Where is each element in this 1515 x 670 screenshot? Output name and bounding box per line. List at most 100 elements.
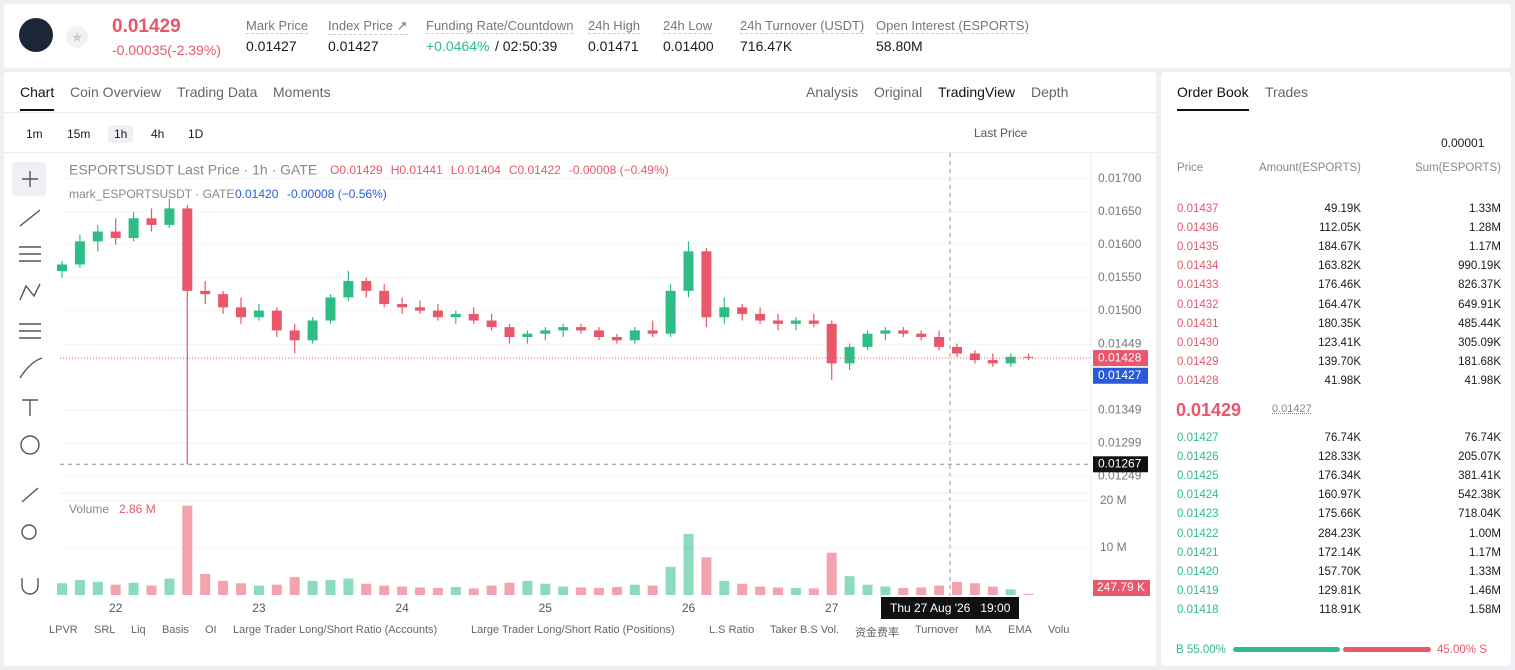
ob-cell: 176.46K [1318, 279, 1361, 292]
ob-cell: 284.23K [1318, 527, 1361, 540]
ob-cell: 1.46M [1469, 584, 1501, 597]
interval[interactable]: 15m [67, 127, 91, 141]
ob-cell: 0.01431 [1177, 317, 1219, 330]
sell-ratio-label: 45.00% S [1437, 644, 1487, 656]
ob-cell: 0.01421 [1177, 546, 1219, 559]
ob-cell: 0.01430 [1177, 336, 1219, 349]
ob-cell: 181.68K [1458, 355, 1501, 368]
stat-value: 0.01471 [588, 38, 639, 54]
indicator[interactable]: L.S Ratio [709, 624, 755, 636]
ob-header: Sum(ESPORTS) [1414, 162, 1501, 174]
chart-tab[interactable]: Trading Data [177, 84, 258, 100]
ob-cell: 139.70K [1318, 355, 1361, 368]
stat-value: 0.01427 [246, 38, 297, 54]
ob-cell: 176.34K [1318, 470, 1361, 483]
ob-cell: 649.91K [1458, 298, 1501, 311]
stat-label: 24h Turnover (USDT) [740, 18, 865, 34]
stat-label: Index Price ↗ [328, 18, 408, 35]
stat-value: 0.01427 [328, 38, 379, 54]
price-type[interactable]: Last Price [974, 126, 1028, 140]
stat-label: 24h Low [663, 18, 713, 34]
ob-cell: 41.98K [1324, 374, 1361, 387]
ob-cell: 41.98K [1464, 374, 1501, 387]
ob-cell: 0.01419 [1177, 584, 1219, 597]
ob-cell: 76.74K [1324, 432, 1361, 444]
favorite[interactable]: ★ [66, 26, 88, 48]
ob-cell: 0.01434 [1177, 260, 1219, 273]
divider [4, 112, 1156, 113]
indicator[interactable]: Basis [162, 624, 189, 636]
buy-ratio-label: B 55.00% [1176, 644, 1226, 656]
indicator[interactable]: Liq [131, 624, 146, 636]
ob-cell: 0.01424 [1177, 489, 1219, 502]
indicator[interactable]: Turnover [915, 624, 959, 636]
interval[interactable]: 1D [188, 127, 204, 141]
ob-cell: 826.37K [1458, 279, 1501, 292]
ob-cell: 123.41K [1318, 336, 1361, 349]
precision[interactable]: 0.00001 [1441, 136, 1485, 150]
ob-header: Amount(ESPORTS) [1258, 162, 1361, 174]
crosshair-tool[interactable] [12, 162, 46, 196]
ob-tab[interactable]: Order Book [1177, 84, 1249, 111]
ob-cell: 160.97K [1318, 489, 1361, 502]
mid-mark: 0.01427 [1272, 403, 1312, 415]
view-tab[interactable]: TradingView [938, 84, 1016, 100]
stat-label: Mark Price [246, 18, 309, 34]
stat-value: +0.0464% [426, 38, 490, 54]
ob-cell: 157.70K [1318, 565, 1361, 578]
ob-cell: 118.91K [1319, 603, 1361, 616]
ob-cell: 0.01433 [1177, 279, 1219, 292]
ob-cell: 0.01429 [1177, 355, 1219, 368]
ob-cell: 0.01418 [1177, 603, 1219, 616]
coin-logo [19, 18, 53, 52]
ob-header: Price [1177, 162, 1204, 174]
interval[interactable]: 1m [26, 127, 43, 141]
chart-tab[interactable]: Coin Overview [70, 84, 162, 100]
ob-cell: 718.04K [1458, 508, 1501, 521]
chart-tab[interactable]: Moments [273, 84, 331, 100]
ob-cell: 175.66K [1318, 508, 1361, 521]
price-change: -0.00035(-2.39%) [112, 42, 221, 58]
indicator[interactable]: 资金费率 [855, 627, 899, 639]
ob-tab[interactable]: Trades [1265, 84, 1309, 100]
chart-panel: Chart Coin Overview Trading Data Moments An… [4, 72, 1156, 666]
indicator[interactable]: EMA [1008, 624, 1032, 636]
indicator[interactable]: Volu [1048, 624, 1070, 636]
view-tab[interactable]: Analysis [806, 84, 859, 100]
indicator[interactable]: LPVR [49, 624, 78, 636]
ob-cell: 1.28M [1469, 222, 1501, 235]
indicator[interactable]: MA [975, 624, 992, 636]
indicator[interactable]: OI [205, 624, 217, 636]
ob-cell: 1.00M [1469, 527, 1501, 540]
indicator[interactable]: Taker B.S Vol. [770, 624, 840, 636]
ob-cell: 0.01435 [1177, 241, 1219, 254]
ob-cell: 163.82K [1318, 260, 1361, 273]
ob-cell: 1.33M [1469, 203, 1501, 215]
ob-cell: 128.33K [1318, 451, 1361, 464]
ob-cell: 1.17M [1469, 241, 1501, 254]
view-tab[interactable]: Depth [1031, 84, 1069, 100]
indicator[interactable]: SRL [94, 624, 116, 636]
mid-price: 0.01429 [1176, 400, 1242, 420]
chart-tab[interactable]: Chart [20, 84, 55, 111]
stat-label: Funding Rate/Countdown [426, 18, 574, 34]
interval[interactable]: 4h [151, 127, 165, 141]
ob-cell: 542.38K [1458, 489, 1501, 502]
ob-cell: 1.17M [1469, 546, 1501, 559]
indicator[interactable]: Large Trader Long/Short Ratio (Accounts) [233, 624, 438, 636]
stat-value: 0.01400 [663, 38, 714, 54]
ob-cell: 305.09K [1458, 336, 1501, 349]
price: 0.01429 [112, 16, 181, 37]
ob-cell: 129.81K [1318, 584, 1361, 597]
stat-label: Open Interest (ESPORTS) [876, 18, 1029, 34]
ob-cell: 172.14K [1318, 546, 1361, 559]
divider [4, 152, 1156, 153]
indicator[interactable]: Large Trader Long/Short Ratio (Positions… [471, 624, 675, 636]
ob-cell: 0.01437 [1177, 203, 1219, 215]
interval[interactable]: 1h [108, 125, 134, 143]
buy-ratio [1233, 647, 1341, 652]
stat-value: 716.47K [740, 38, 793, 54]
ob-cell: 0.01432 [1177, 298, 1219, 311]
view-tab[interactable]: Original [874, 84, 923, 100]
